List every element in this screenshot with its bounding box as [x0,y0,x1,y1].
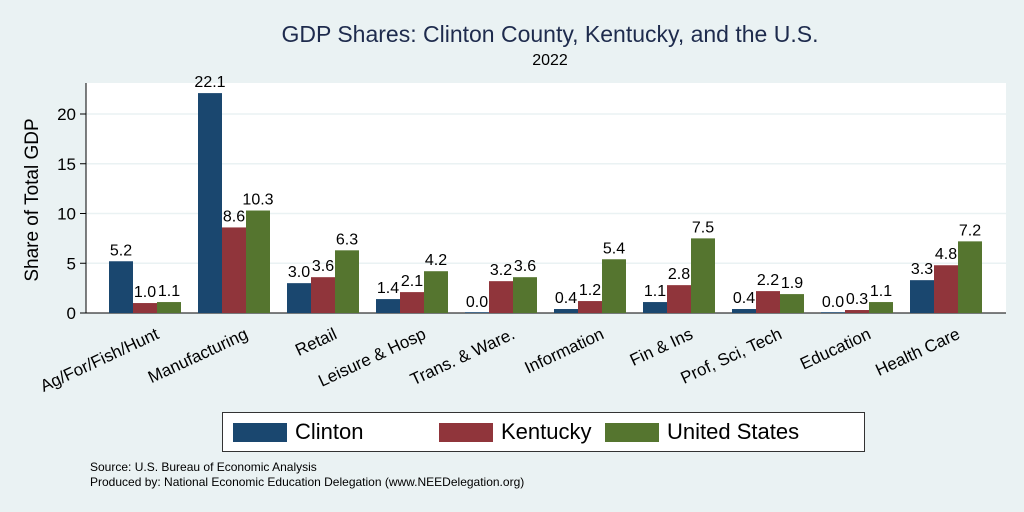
y-tick-label: 5 [67,254,76,273]
bar-united-states [780,294,804,313]
source-note: Source: U.S. Bureau of Economic Analysis [90,460,317,474]
data-label: 3.3 [911,261,933,278]
bar-kentucky [934,265,958,313]
bar-united-states [157,302,181,313]
x-tick-label: Information [522,324,607,377]
x-tick-label: Retail [292,324,339,360]
y-tick-label: 15 [57,155,76,174]
bar-united-states [958,241,982,313]
data-label: 1.1 [644,283,666,300]
bar-kentucky [489,281,513,313]
data-label: 1.0 [134,284,156,301]
data-label: 1.1 [870,283,892,300]
bar-united-states [869,302,893,313]
legend-item-united-states: United States [605,413,799,451]
data-label: 1.2 [579,282,601,299]
bar-kentucky [667,285,691,313]
data-label: 8.6 [223,208,245,225]
data-label: 3.2 [490,262,512,279]
x-tick-label: Education [797,324,874,373]
legend-swatch-kentucky [439,422,493,442]
legend-item-kentucky: Kentucky [439,413,592,451]
data-label: 3.0 [288,264,310,281]
data-label: 22.1 [194,74,225,91]
bar-clinton [821,312,845,313]
data-label: 0.4 [733,290,755,307]
bar-clinton [554,309,578,313]
x-tick-label: Manufacturing [145,324,251,387]
bar-kentucky [400,292,424,313]
data-label: 2.2 [757,272,779,289]
produced-by-note: Produced by: National Economic Education… [90,475,525,489]
bar-kentucky [845,310,869,313]
bar-kentucky [756,291,780,313]
bar-united-states [335,250,359,313]
bar-clinton [287,283,311,313]
bar-clinton [198,93,222,313]
bar-kentucky [133,303,157,313]
legend-label-kentucky: Kentucky [501,419,592,444]
data-label: 1.4 [377,280,399,297]
data-label: 5.2 [110,242,132,259]
bar-clinton [910,280,934,313]
bar-kentucky [578,301,602,313]
bar-kentucky [311,277,335,313]
y-tick-label: 20 [57,105,76,124]
legend-label-united-states: United States [667,419,800,444]
legend-label-clinton: Clinton [295,419,364,444]
data-label: 3.6 [312,258,334,275]
bar-clinton [732,309,756,313]
legend-swatch-clinton [233,422,287,442]
y-axis-label: Share of Total GDP [22,118,43,281]
legend-item-clinton: Clinton [233,413,363,451]
data-label: 1.1 [158,283,180,300]
x-tick-label: Health Care [873,324,963,380]
bar-united-states [691,238,715,313]
data-label: 0.0 [466,294,488,311]
bar-kentucky [222,227,246,313]
bar-united-states [424,271,448,313]
bar-united-states [246,210,270,313]
data-label: 0.4 [555,290,577,307]
bar-clinton [109,261,133,313]
data-label: 5.4 [603,240,625,257]
data-label: 7.5 [692,219,714,236]
data-label: 0.0 [822,294,844,311]
x-tick-label: Fin & Ins [627,324,696,370]
chart-title: GDP Shares: Clinton County, Kentucky, an… [281,21,819,47]
data-label: 3.6 [514,258,536,275]
x-tick-label: Prof, Sci, Tech [678,324,785,387]
bar-clinton [465,312,489,313]
y-tick-label: 0 [67,304,76,323]
bar-united-states [602,259,626,313]
data-label: 4.8 [935,246,957,263]
data-label: 7.2 [959,222,981,239]
data-label: 1.9 [781,275,803,292]
bar-clinton [376,299,400,313]
data-label: 2.8 [668,266,690,283]
data-label: 4.2 [425,252,447,269]
data-label: 6.3 [336,231,358,248]
bar-clinton [643,302,667,313]
x-tick-label: Ag/For/Fish/Hunt [37,324,162,396]
legend: Clinton Kentucky United States [222,412,865,452]
data-label: 0.3 [846,291,868,308]
data-label: 10.3 [242,192,273,209]
bar-united-states [513,277,537,313]
data-label: 2.1 [401,273,423,290]
y-tick-label: 10 [57,205,76,224]
chart-subtitle: 2022 [532,52,568,69]
legend-swatch-united-states [605,422,659,442]
